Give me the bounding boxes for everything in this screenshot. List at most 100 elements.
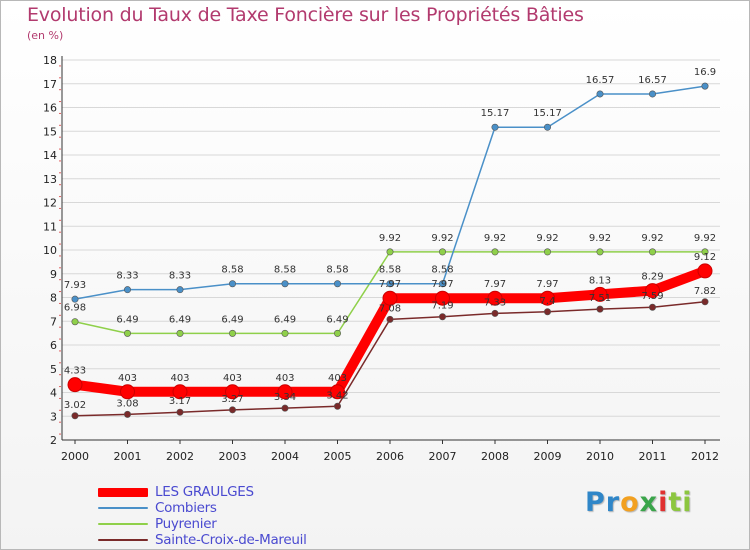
data-point (229, 406, 237, 414)
legend-item: Combiers (98, 501, 307, 517)
y-tick-label: 12 (43, 197, 57, 210)
y-tick-label: 7 (50, 315, 57, 328)
data-label: 6.49 (326, 314, 348, 325)
legend-swatch (98, 487, 148, 497)
data-label: 3.08 (116, 398, 138, 409)
data-label: 7.19 (431, 301, 453, 312)
data-point (438, 248, 446, 256)
data-point (701, 248, 709, 256)
y-tick-label: 18 (43, 54, 57, 67)
data-label: 7.97 (536, 279, 558, 290)
legend-label: Combiers (155, 500, 217, 516)
data-label: 3.17 (169, 396, 191, 407)
y-tick-label: 4 (50, 387, 57, 400)
x-tick-label: 2007 (429, 450, 457, 463)
data-label: 8.13 (589, 275, 611, 286)
data-label: 7.33 (484, 297, 506, 308)
data-label: 8.33 (169, 271, 191, 282)
data-point (648, 90, 656, 98)
data-label: 3.34 (274, 392, 296, 403)
x-tick-label: 2009 (534, 450, 562, 463)
data-label: 7.93 (64, 280, 86, 291)
data-label: 8.58 (221, 265, 243, 276)
data-point (330, 384, 345, 400)
logo-letter: x (639, 487, 659, 518)
data-label: 8.58 (379, 265, 401, 276)
data-label: 7.97 (431, 279, 453, 290)
data-label: 9.92 (694, 233, 716, 244)
data-point (124, 329, 132, 337)
data-label: 3.42 (326, 390, 348, 401)
y-tick-label: 9 (50, 268, 57, 281)
data-label: 16.9 (694, 67, 716, 78)
logo-letter: Pr (585, 487, 621, 518)
y-tick-label: 5 (50, 363, 57, 376)
x-tick-label: 2003 (219, 450, 247, 463)
y-tick-label: 2 (50, 434, 57, 447)
data-point (225, 384, 240, 400)
data-label: 9.92 (536, 233, 558, 244)
data-label: 6.49 (274, 314, 296, 325)
data-point (120, 384, 135, 400)
data-point (435, 290, 450, 306)
y-tick-label: 17 (43, 78, 57, 91)
data-point (697, 263, 713, 279)
data-point (487, 290, 503, 306)
data-label: 8.58 (326, 265, 348, 276)
data-point (229, 329, 237, 337)
data-label: 9.92 (431, 233, 453, 244)
data-label: 3.27 (221, 394, 243, 405)
data-label: 7.97 (484, 279, 506, 290)
data-point (648, 248, 656, 256)
data-point (333, 402, 341, 410)
data-label: 403 (223, 373, 242, 384)
data-label: 9.12 (694, 252, 716, 263)
data-point (701, 298, 709, 306)
x-tick-label: 2011 (639, 450, 667, 463)
data-point (176, 286, 184, 294)
data-point (229, 280, 237, 288)
data-point (438, 280, 446, 288)
data-point (67, 377, 83, 393)
logo-letter: o (620, 487, 640, 518)
data-point (645, 283, 660, 299)
data-point (596, 90, 604, 98)
data-label: 8.58 (431, 265, 453, 276)
data-point (382, 290, 398, 306)
x-tick-label: 2006 (376, 450, 404, 463)
y-tick-label: 6 (50, 339, 57, 352)
data-point (543, 308, 551, 316)
data-label: 7.59 (641, 291, 663, 302)
x-tick-label: 2004 (271, 450, 299, 463)
data-label: 4.33 (64, 366, 86, 377)
data-label: 15.17 (481, 108, 510, 119)
x-tick-label: 2008 (481, 450, 509, 463)
y-tick-label: 3 (50, 410, 57, 423)
chart-subtitle: (en %) (27, 29, 64, 42)
data-label: 403 (275, 373, 294, 384)
data-label: 403 (118, 373, 137, 384)
data-point (491, 248, 499, 256)
data-label: 6.98 (64, 303, 86, 314)
x-tick-label: 2001 (114, 450, 142, 463)
data-label: 3.02 (64, 400, 86, 411)
data-point (333, 280, 341, 288)
data-label: 7.4 (540, 296, 556, 307)
data-label: 6.49 (221, 314, 243, 325)
data-label: 9.92 (641, 233, 663, 244)
data-point (124, 286, 132, 294)
legend-label: Puyrenier (155, 516, 217, 532)
data-point (281, 404, 289, 412)
data-point (543, 248, 551, 256)
legend-label: LES GRAULGES (155, 484, 254, 500)
x-tick-label: 2010 (586, 450, 614, 463)
data-point (592, 286, 608, 302)
chart-title: Evolution du Taux de Taxe Foncière sur l… (27, 4, 584, 26)
data-point (386, 248, 394, 256)
data-point (277, 384, 293, 400)
data-point (333, 329, 341, 337)
data-point (172, 384, 188, 400)
data-label: 7.82 (694, 286, 716, 297)
legend-swatch (98, 539, 148, 541)
